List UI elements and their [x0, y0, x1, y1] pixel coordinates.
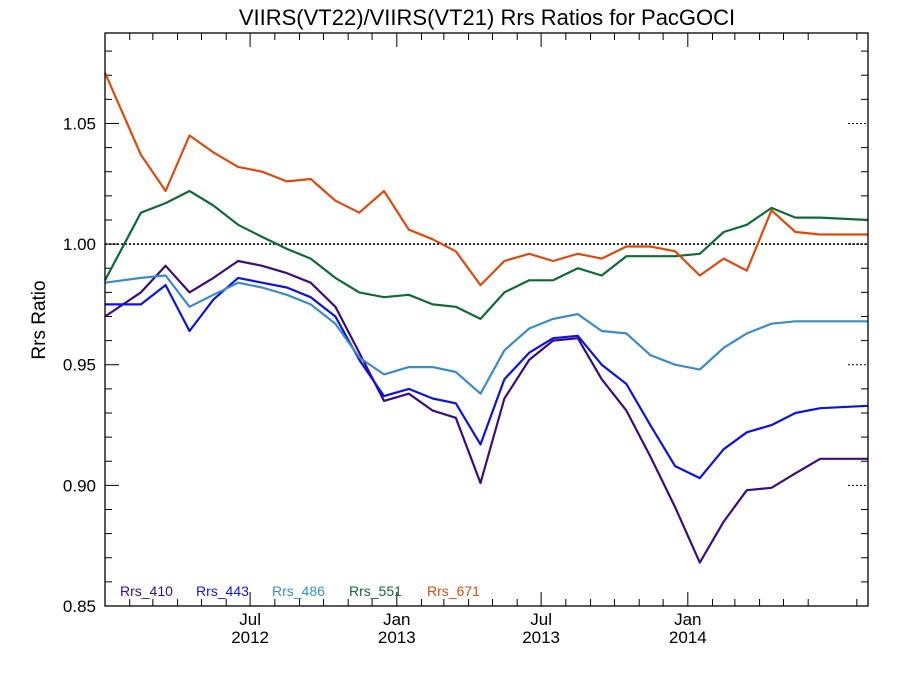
- plot-frame: [104, 32, 869, 607]
- legend-item-rrs_671: Rrs_671: [427, 583, 480, 599]
- y-axis-label: Rrs Ratio: [29, 280, 50, 359]
- legend: Rrs_410 Rrs_443 Rrs_486 Rrs_551 Rrs_671: [120, 583, 480, 599]
- x-tick-year: 2014: [669, 628, 707, 647]
- y-tick-label: 1.05: [63, 114, 96, 133]
- legend-item-rrs_551: Rrs_551: [349, 583, 402, 599]
- x-tick-label: Jan: [674, 610, 701, 629]
- x-tick-label: Jul: [239, 610, 261, 629]
- y-tick-label: 0.90: [63, 476, 96, 495]
- legend-item-rrs_410: Rrs_410: [120, 583, 173, 599]
- series-layer: [103, 72, 869, 564]
- y-tick-label: 0.85: [63, 597, 96, 616]
- x-tick-year: 2012: [231, 628, 269, 647]
- series-line-rrs_410: [104, 259, 868, 564]
- x-tick-year: 2013: [378, 628, 416, 647]
- series-line-rrs_443: [105, 276, 869, 480]
- legend-item-rrs_443: Rrs_443: [196, 583, 249, 599]
- y-tick-label: 1.00: [63, 235, 96, 254]
- ticks-layer: 0.850.900.951.001.05Jul2012Jan2013Jul201…: [63, 33, 868, 647]
- series-line-rrs_486: [104, 274, 868, 395]
- y-tick-label: 0.95: [63, 356, 96, 375]
- series-line-rrs_551: [104, 189, 869, 320]
- chart-title: VIIRS(VT22)/VIIRS(VT21) Rrs Ratios for P…: [239, 5, 735, 30]
- legend-item-rrs_486: Rrs_486: [272, 583, 325, 599]
- series-line-rrs_671: [103, 72, 868, 287]
- x-tick-year: 2013: [522, 628, 560, 647]
- x-tick-label: Jan: [383, 610, 410, 629]
- x-tick-label: Jul: [530, 610, 552, 629]
